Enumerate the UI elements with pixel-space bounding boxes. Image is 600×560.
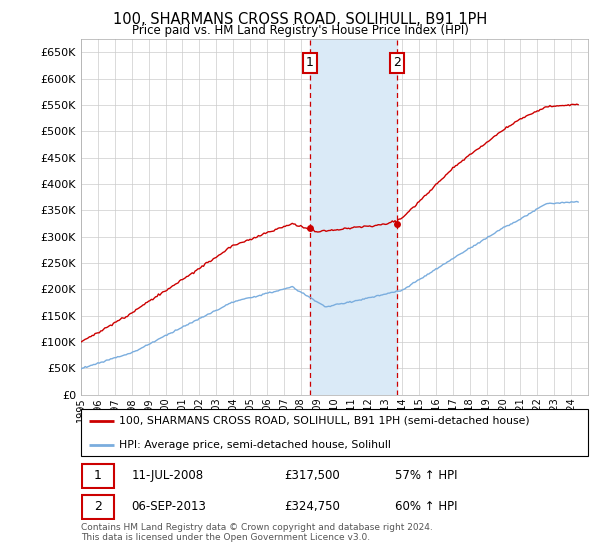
Bar	[310, 39, 397, 395]
Text: £324,750: £324,750	[284, 500, 340, 514]
Text: 100, SHARMANS CROSS ROAD, SOLIHULL, B91 1PH: 100, SHARMANS CROSS ROAD, SOLIHULL, B91 …	[113, 12, 487, 27]
Text: 1: 1	[306, 57, 314, 69]
FancyBboxPatch shape	[82, 464, 115, 488]
Text: 06-SEP-2013: 06-SEP-2013	[132, 500, 206, 514]
Text: 100, SHARMANS CROSS ROAD, SOLIHULL, B91 1PH (semi-detached house): 100, SHARMANS CROSS ROAD, SOLIHULL, B91 …	[119, 416, 530, 426]
Text: £317,500: £317,500	[284, 469, 340, 482]
Text: 1: 1	[94, 469, 101, 482]
Text: 2: 2	[94, 500, 101, 514]
Text: 60% ↑ HPI: 60% ↑ HPI	[395, 500, 458, 514]
Text: Price paid vs. HM Land Registry's House Price Index (HPI): Price paid vs. HM Land Registry's House …	[131, 24, 469, 36]
Text: 57% ↑ HPI: 57% ↑ HPI	[395, 469, 458, 482]
Text: HPI: Average price, semi-detached house, Solihull: HPI: Average price, semi-detached house,…	[119, 440, 391, 450]
FancyBboxPatch shape	[81, 409, 588, 456]
FancyBboxPatch shape	[82, 495, 115, 519]
Text: 2: 2	[393, 57, 401, 69]
Text: 11-JUL-2008: 11-JUL-2008	[132, 469, 204, 482]
Text: Contains HM Land Registry data © Crown copyright and database right 2024.
This d: Contains HM Land Registry data © Crown c…	[81, 523, 433, 543]
